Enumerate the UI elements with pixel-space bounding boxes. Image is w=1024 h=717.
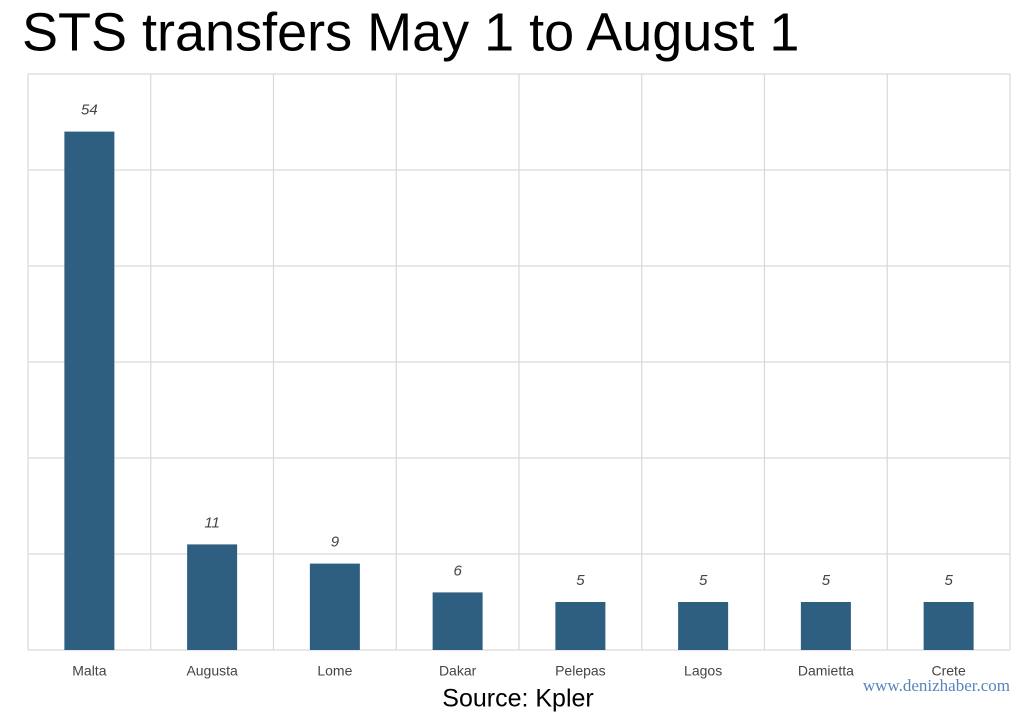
bar: [923, 602, 974, 650]
bar: [432, 592, 483, 650]
bar: [555, 602, 606, 650]
data-label: 6: [453, 562, 462, 579]
x-tick-label: Crete: [932, 663, 966, 679]
source: Source: Kpler: [442, 685, 593, 713]
bar: [678, 602, 729, 650]
watermark: www.denizhaber.com: [863, 676, 1010, 695]
x-tick-label: Lome: [317, 663, 352, 679]
data-label: 5: [822, 572, 831, 589]
x-tick-label: Dakar: [439, 663, 477, 679]
x-tick-label: Malta: [72, 663, 106, 679]
data-label: 11: [204, 514, 220, 531]
x-tick-label: Lagos: [684, 663, 722, 679]
x-tick-label: Pelepas: [555, 663, 606, 679]
data-label: 54: [81, 102, 98, 119]
bar: [309, 563, 360, 650]
bar: [800, 602, 851, 650]
x-tick-label: Damietta: [798, 663, 854, 679]
bar: [187, 544, 238, 650]
x-tick-label: Augusta: [186, 663, 238, 679]
data-label: 9: [331, 534, 340, 551]
chart-title: STS transfers May 1 to August 1: [22, 2, 799, 62]
data-label: 5: [576, 572, 585, 589]
bar: [64, 131, 115, 651]
data-label: 5: [699, 572, 708, 589]
data-label: 5: [944, 572, 953, 589]
